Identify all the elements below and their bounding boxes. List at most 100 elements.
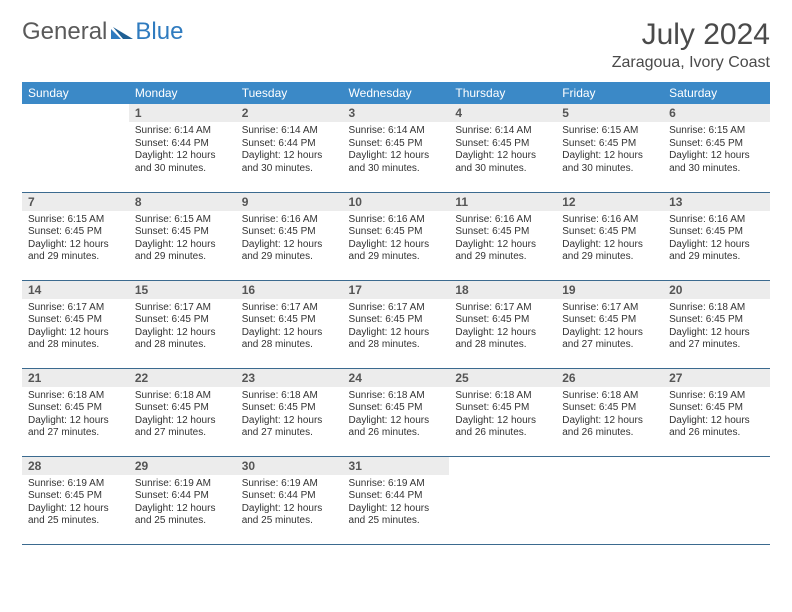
calendar-cell: . [22, 104, 129, 192]
weekday-header: Sunday [22, 82, 129, 104]
day-number: 7 [22, 193, 129, 211]
calendar-cell: 22Sunrise: 6:18 AMSunset: 6:45 PMDayligh… [129, 368, 236, 456]
calendar-cell: 7Sunrise: 6:15 AMSunset: 6:45 PMDaylight… [22, 192, 129, 280]
day-detail: Sunrise: 6:17 AMSunset: 6:45 PMDaylight:… [129, 299, 236, 356]
day-detail: Sunrise: 6:16 AMSunset: 6:45 PMDaylight:… [236, 211, 343, 268]
day-detail: Sunrise: 6:15 AMSunset: 6:45 PMDaylight:… [129, 211, 236, 268]
calendar-cell: . [449, 456, 556, 544]
calendar-cell: 16Sunrise: 6:17 AMSunset: 6:45 PMDayligh… [236, 280, 343, 368]
calendar-cell: 12Sunrise: 6:16 AMSunset: 6:45 PMDayligh… [556, 192, 663, 280]
calendar-head: SundayMondayTuesdayWednesdayThursdayFrid… [22, 82, 770, 104]
day-detail: Sunrise: 6:17 AMSunset: 6:45 PMDaylight:… [22, 299, 129, 356]
calendar-cell: 3Sunrise: 6:14 AMSunset: 6:45 PMDaylight… [343, 104, 450, 192]
day-number: 3 [343, 104, 450, 122]
logo-text-blue: Blue [135, 18, 183, 46]
calendar-cell: 21Sunrise: 6:18 AMSunset: 6:45 PMDayligh… [22, 368, 129, 456]
day-number: 1 [129, 104, 236, 122]
day-detail: Sunrise: 6:14 AMSunset: 6:45 PMDaylight:… [343, 122, 450, 179]
day-number: 4 [449, 104, 556, 122]
calendar-cell: 15Sunrise: 6:17 AMSunset: 6:45 PMDayligh… [129, 280, 236, 368]
day-number: 28 [22, 457, 129, 475]
day-number: 24 [343, 369, 450, 387]
day-detail: Sunrise: 6:19 AMSunset: 6:44 PMDaylight:… [343, 475, 450, 532]
day-detail: Sunrise: 6:17 AMSunset: 6:45 PMDaylight:… [449, 299, 556, 356]
day-detail: Sunrise: 6:15 AMSunset: 6:45 PMDaylight:… [22, 211, 129, 268]
day-detail: Sunrise: 6:19 AMSunset: 6:45 PMDaylight:… [663, 387, 770, 444]
day-number: 22 [129, 369, 236, 387]
day-detail: Sunrise: 6:18 AMSunset: 6:45 PMDaylight:… [129, 387, 236, 444]
day-detail: Sunrise: 6:16 AMSunset: 6:45 PMDaylight:… [343, 211, 450, 268]
day-detail: Sunrise: 6:17 AMSunset: 6:45 PMDaylight:… [556, 299, 663, 356]
day-number: 19 [556, 281, 663, 299]
calendar-cell: 14Sunrise: 6:17 AMSunset: 6:45 PMDayligh… [22, 280, 129, 368]
day-detail: Sunrise: 6:16 AMSunset: 6:45 PMDaylight:… [663, 211, 770, 268]
calendar-cell: 11Sunrise: 6:16 AMSunset: 6:45 PMDayligh… [449, 192, 556, 280]
day-number: 14 [22, 281, 129, 299]
calendar-cell: 10Sunrise: 6:16 AMSunset: 6:45 PMDayligh… [343, 192, 450, 280]
day-detail: Sunrise: 6:18 AMSunset: 6:45 PMDaylight:… [663, 299, 770, 356]
day-detail: Sunrise: 6:14 AMSunset: 6:44 PMDaylight:… [129, 122, 236, 179]
calendar-cell: 19Sunrise: 6:17 AMSunset: 6:45 PMDayligh… [556, 280, 663, 368]
location-label: Zaragoua, Ivory Coast [612, 54, 770, 72]
day-number: 26 [556, 369, 663, 387]
logo-text-general: General [22, 18, 107, 46]
day-number: 8 [129, 193, 236, 211]
day-detail: Sunrise: 6:18 AMSunset: 6:45 PMDaylight:… [556, 387, 663, 444]
day-detail: Sunrise: 6:16 AMSunset: 6:45 PMDaylight:… [449, 211, 556, 268]
day-number: 31 [343, 457, 450, 475]
day-detail: Sunrise: 6:15 AMSunset: 6:45 PMDaylight:… [556, 122, 663, 179]
calendar-cell: 13Sunrise: 6:16 AMSunset: 6:45 PMDayligh… [663, 192, 770, 280]
day-detail: Sunrise: 6:18 AMSunset: 6:45 PMDaylight:… [22, 387, 129, 444]
logo-mark-icon [111, 23, 133, 41]
calendar-cell: 29Sunrise: 6:19 AMSunset: 6:44 PMDayligh… [129, 456, 236, 544]
calendar-cell: 20Sunrise: 6:18 AMSunset: 6:45 PMDayligh… [663, 280, 770, 368]
calendar-cell: 28Sunrise: 6:19 AMSunset: 6:45 PMDayligh… [22, 456, 129, 544]
day-detail: Sunrise: 6:19 AMSunset: 6:44 PMDaylight:… [236, 475, 343, 532]
day-number: 9 [236, 193, 343, 211]
day-number: 5 [556, 104, 663, 122]
day-number: 30 [236, 457, 343, 475]
calendar-body: .1Sunrise: 6:14 AMSunset: 6:44 PMDayligh… [22, 104, 770, 544]
title-block: July 2024 Zaragoua, Ivory Coast [612, 18, 770, 72]
day-detail: Sunrise: 6:14 AMSunset: 6:44 PMDaylight:… [236, 122, 343, 179]
day-number: 2 [236, 104, 343, 122]
day-number: 29 [129, 457, 236, 475]
calendar-cell: 25Sunrise: 6:18 AMSunset: 6:45 PMDayligh… [449, 368, 556, 456]
day-detail: Sunrise: 6:16 AMSunset: 6:45 PMDaylight:… [556, 211, 663, 268]
calendar-table: SundayMondayTuesdayWednesdayThursdayFrid… [22, 82, 770, 545]
weekday-header: Friday [556, 82, 663, 104]
weekday-header: Thursday [449, 82, 556, 104]
weekday-header: Tuesday [236, 82, 343, 104]
day-detail: Sunrise: 6:18 AMSunset: 6:45 PMDaylight:… [236, 387, 343, 444]
day-detail: Sunrise: 6:19 AMSunset: 6:44 PMDaylight:… [129, 475, 236, 532]
day-number: 17 [343, 281, 450, 299]
day-number: 18 [449, 281, 556, 299]
calendar-cell: 27Sunrise: 6:19 AMSunset: 6:45 PMDayligh… [663, 368, 770, 456]
calendar-cell: 18Sunrise: 6:17 AMSunset: 6:45 PMDayligh… [449, 280, 556, 368]
calendar-cell: 6Sunrise: 6:15 AMSunset: 6:45 PMDaylight… [663, 104, 770, 192]
day-number: 12 [556, 193, 663, 211]
day-detail: Sunrise: 6:15 AMSunset: 6:45 PMDaylight:… [663, 122, 770, 179]
calendar-cell: 26Sunrise: 6:18 AMSunset: 6:45 PMDayligh… [556, 368, 663, 456]
day-number: 23 [236, 369, 343, 387]
month-title: July 2024 [612, 18, 770, 52]
day-detail: Sunrise: 6:14 AMSunset: 6:45 PMDaylight:… [449, 122, 556, 179]
weekday-header: Monday [129, 82, 236, 104]
calendar-cell: 31Sunrise: 6:19 AMSunset: 6:44 PMDayligh… [343, 456, 450, 544]
day-number: 10 [343, 193, 450, 211]
calendar-cell: 30Sunrise: 6:19 AMSunset: 6:44 PMDayligh… [236, 456, 343, 544]
calendar-cell: 8Sunrise: 6:15 AMSunset: 6:45 PMDaylight… [129, 192, 236, 280]
calendar-cell: 24Sunrise: 6:18 AMSunset: 6:45 PMDayligh… [343, 368, 450, 456]
day-detail: Sunrise: 6:18 AMSunset: 6:45 PMDaylight:… [449, 387, 556, 444]
day-number: 21 [22, 369, 129, 387]
calendar-cell: 1Sunrise: 6:14 AMSunset: 6:44 PMDaylight… [129, 104, 236, 192]
calendar-cell: 9Sunrise: 6:16 AMSunset: 6:45 PMDaylight… [236, 192, 343, 280]
day-detail: Sunrise: 6:18 AMSunset: 6:45 PMDaylight:… [343, 387, 450, 444]
day-number: 13 [663, 193, 770, 211]
calendar-cell: 17Sunrise: 6:17 AMSunset: 6:45 PMDayligh… [343, 280, 450, 368]
day-number: 11 [449, 193, 556, 211]
calendar-cell: . [663, 456, 770, 544]
header-row: General Blue July 2024 Zaragoua, Ivory C… [22, 18, 770, 72]
day-number: 15 [129, 281, 236, 299]
day-detail: Sunrise: 6:17 AMSunset: 6:45 PMDaylight:… [236, 299, 343, 356]
